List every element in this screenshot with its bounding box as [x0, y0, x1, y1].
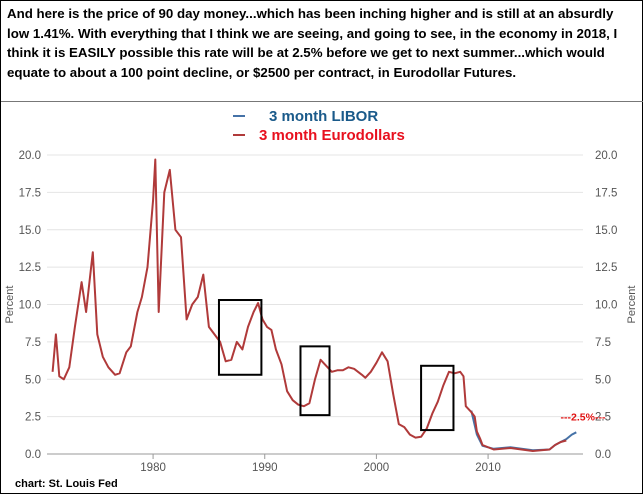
- highlight-box: [299, 345, 331, 417]
- grid-lines: [47, 154, 583, 455]
- y-axis-title-right: Percent: [626, 286, 638, 324]
- y-tick-label-left: 12.5: [19, 262, 41, 274]
- y-tick-label-left: 20.0: [19, 150, 41, 162]
- x-tick-label: 1990: [252, 462, 278, 474]
- y-tick-label-right: 20.0: [595, 150, 617, 162]
- highlight-box: [217, 299, 263, 376]
- y-tick-label-left: 7.5: [25, 337, 41, 349]
- legend-label: 3 month Eurodollars: [259, 127, 405, 144]
- line-chart: 0.0 2.5 5.0 7.5 10.0 12.5 15.0 17.5 20.0 0.0 2.5 5…: [4, 108, 638, 490]
- x-tick-label: 2000: [364, 462, 390, 474]
- y-tick-label-left: 15.0: [19, 225, 41, 237]
- y-tick-label-right: 2.5: [595, 412, 611, 424]
- y-tick-label-right: 10.0: [595, 300, 617, 312]
- y-tick-label-left: 0.0: [25, 449, 41, 461]
- x-tick-label: 1980: [140, 462, 166, 474]
- commentary-caption: And here is the price of 90 day money...…: [7, 6, 618, 80]
- y-tick-label-right: 0.0: [595, 449, 611, 461]
- y-tick-label-left: 10.0: [19, 300, 41, 312]
- chart-credit: chart: St. Louis Fed: [15, 478, 118, 490]
- y-tick-label-left: 2.5: [25, 412, 41, 424]
- y-tick-label-right: 5.0: [595, 374, 611, 386]
- x-axis-ticks: 1980 1990 2000 2010: [140, 454, 501, 474]
- y-tick-label-right: 17.5: [595, 187, 617, 199]
- y-tick-label-right: 12.5: [595, 262, 617, 274]
- y-tick-label-left: 5.0: [25, 374, 41, 386]
- left-axis-ticks: 0.0 2.5 5.0 7.5 10.0 12.5 15.0 17.5 20.0: [19, 150, 41, 461]
- series-line: [51, 158, 567, 452]
- y-tick-label-left: 17.5: [19, 187, 41, 199]
- y-tick-label-right: 7.5: [595, 337, 611, 349]
- y-axis-title-left: Percent: [4, 286, 16, 324]
- right-axis-ticks: 0.0 2.5 5.0 7.5 10.0 12.5 15.0 17.5 20.0: [595, 150, 617, 461]
- annotation-label: ---2.5%---: [561, 412, 606, 424]
- highlight-boxes: [217, 299, 455, 432]
- annotations: ---2.5%---: [561, 412, 606, 424]
- legend-label: 3 month LIBOR: [269, 108, 378, 125]
- series-layer: [51, 158, 577, 452]
- y-tick-label-right: 15.0: [595, 225, 617, 237]
- highlight-box: [420, 364, 455, 432]
- x-tick-label: 2010: [475, 462, 501, 474]
- legend: 3 month LIBOR 3 month Eurodollars: [233, 108, 405, 144]
- caption-divider: [1, 101, 643, 102]
